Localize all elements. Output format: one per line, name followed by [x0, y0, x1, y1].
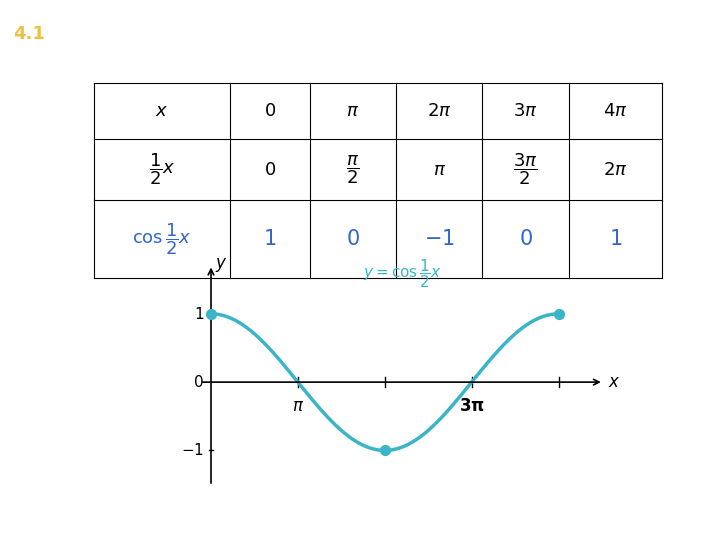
Point: [379, 446, 390, 455]
Text: $-1$: $-1$: [424, 228, 454, 249]
Text: ALWAYS LEARNING: ALWAYS LEARNING: [14, 516, 117, 526]
Text: $4\pi$: $4\pi$: [603, 102, 628, 120]
Text: 9: 9: [688, 514, 698, 529]
Text: $2\pi$: $2\pi$: [603, 160, 628, 179]
Text: $0$: $0$: [346, 228, 360, 249]
Text: $1$: $1$: [194, 306, 204, 322]
Text: y: y: [313, 24, 325, 44]
Text: $-1$: $-1$: [181, 442, 204, 458]
Text: $1$: $1$: [609, 228, 622, 249]
Text: PEARSON: PEARSON: [576, 512, 672, 530]
Text: $y$: $y$: [215, 255, 228, 274]
Text: = cos: = cos: [328, 24, 400, 44]
Point: [205, 309, 217, 318]
Text: $\cos\dfrac{1}{2}x$: $\cos\dfrac{1}{2}x$: [132, 221, 192, 256]
Text: 4.1: 4.1: [13, 25, 45, 43]
Text: $\pi$: $\pi$: [346, 102, 359, 120]
Text: $\pi$: $\pi$: [292, 397, 304, 415]
Text: $2\pi$: $2\pi$: [427, 102, 451, 120]
Text: $x$: $x$: [608, 373, 620, 391]
Text: bx: bx: [392, 24, 421, 44]
Text: $1$: $1$: [264, 228, 276, 249]
Text: $x$: $x$: [156, 102, 168, 120]
Text: $0$: $0$: [518, 228, 533, 249]
Text: $\dfrac{3\pi}{2}$: $\dfrac{3\pi}{2}$: [513, 152, 538, 187]
Text: $\pi$: $\pi$: [433, 160, 446, 179]
Text: $3\pi$: $3\pi$: [513, 102, 538, 120]
Text: $\dfrac{1}{2}x$: $\dfrac{1}{2}x$: [149, 152, 175, 187]
Text: (page 139): (page 139): [421, 25, 518, 43]
Point: [553, 309, 564, 318]
Text: $0$: $0$: [194, 374, 204, 390]
Text: Copyright © 2013, 2009, 2005 Pearson Education, Inc.: Copyright © 2013, 2009, 2005 Pearson Edu…: [252, 516, 520, 526]
Text: Example 3 Graphing: Example 3 Graphing: [54, 24, 274, 44]
Text: $\dfrac{\pi}{2}$: $\dfrac{\pi}{2}$: [346, 153, 359, 186]
Text: $y = \cos\dfrac{1}{2}x$: $y = \cos\dfrac{1}{2}x$: [363, 257, 442, 290]
Text: $0$: $0$: [264, 102, 276, 120]
Text: $\mathbf{3\pi}$: $\mathbf{3\pi}$: [459, 397, 485, 415]
Text: $0$: $0$: [264, 160, 276, 179]
